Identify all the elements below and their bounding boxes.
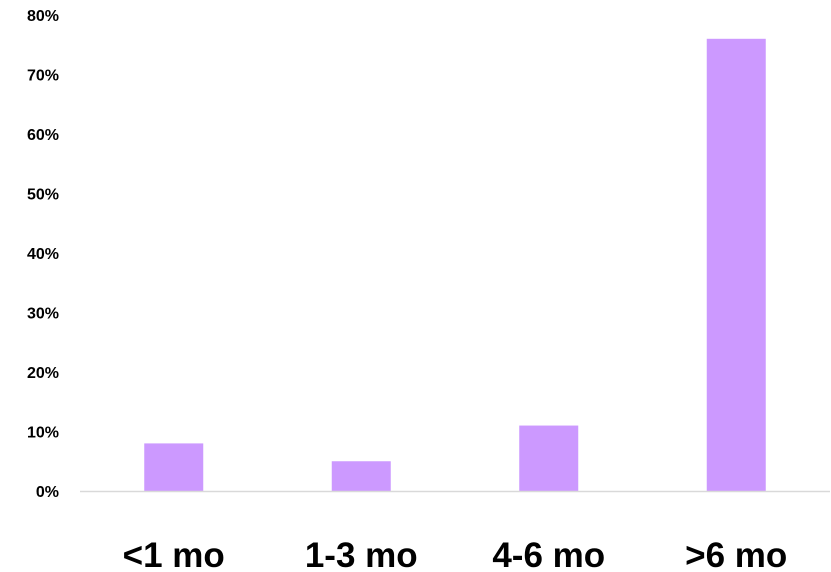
y-tick-label: 10% xyxy=(27,425,59,442)
bar xyxy=(331,461,391,491)
y-tick-label: 70% xyxy=(27,68,59,85)
x-category-label: >6 mo xyxy=(685,536,787,572)
y-tick-label: 80% xyxy=(27,8,59,25)
y-axis-tick-labels: 0% 10% 20% 30% 40% 50% 60% 70% 80% xyxy=(27,8,59,501)
x-category-label: <1 mo xyxy=(123,536,225,572)
y-tick-label: 60% xyxy=(27,127,59,144)
x-category-label: 1-3 mo xyxy=(305,536,418,572)
y-tick-label: 40% xyxy=(27,246,59,263)
bar xyxy=(519,425,579,491)
x-category-label: 4-6 mo xyxy=(492,536,605,572)
y-tick-label: 30% xyxy=(27,306,59,323)
y-tick-label: 20% xyxy=(27,365,59,382)
y-tick-label: 50% xyxy=(27,187,59,204)
y-tick-label: 0% xyxy=(36,484,59,501)
bar xyxy=(706,38,766,492)
x-axis-category-labels: <1 mo 1-3 mo 4-6 mo >6 mo xyxy=(123,536,788,572)
bar xyxy=(144,443,204,491)
bars xyxy=(144,38,766,492)
